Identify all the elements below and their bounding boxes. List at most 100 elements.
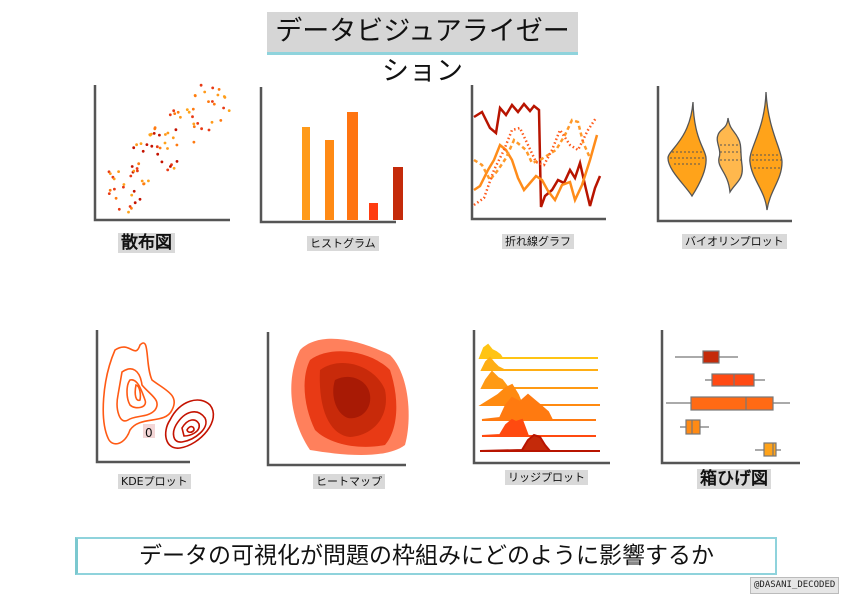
scatter-dot (207, 100, 210, 103)
histogram-bars (302, 112, 403, 220)
scatter-dot (203, 90, 207, 94)
scatter-dot (191, 107, 195, 111)
scatter-dot (207, 128, 211, 132)
scatter-dot (172, 166, 176, 170)
scatter-dot (174, 128, 178, 132)
scatter-dot (141, 149, 145, 153)
line-series (473, 102, 602, 208)
heatmap-blob (291, 338, 409, 455)
scatter-dot (153, 127, 157, 131)
scatter-dot (166, 147, 169, 150)
scatter-dot (107, 192, 111, 196)
scatter-dot (160, 160, 164, 164)
scatter-dot (179, 115, 182, 119)
scatter-dot (114, 196, 118, 200)
scatter-dot (117, 207, 121, 211)
page-title: データビジュアライゼーション (267, 12, 578, 87)
scatter-dot (173, 112, 177, 115)
scatter-dot (193, 94, 197, 98)
scatter-dot (145, 143, 149, 147)
scatter-dot (175, 160, 179, 163)
scatter-dot (132, 146, 136, 150)
scatter-dot (150, 144, 154, 148)
scatter-dot (139, 142, 143, 146)
scatter-dot (211, 100, 214, 103)
scatter-dot (155, 145, 159, 149)
scatter-dot (132, 189, 136, 193)
scatter-dot (133, 201, 137, 205)
scatter-dot (117, 170, 120, 174)
scatter-dot (164, 133, 167, 136)
scatter-dot (187, 110, 191, 114)
scatter-dot (169, 165, 172, 168)
label-heatmap: ヒートマップ (313, 474, 385, 489)
scatter-dot (113, 187, 116, 191)
scatter-dot (152, 132, 156, 135)
scatter-dot (158, 133, 161, 137)
scatter-dot (210, 120, 214, 124)
label-violin: バイオリンプロット (682, 234, 787, 249)
scatter-dot (191, 115, 194, 119)
scatter-dot (130, 193, 134, 197)
scatter-dot (147, 179, 150, 183)
scatter-dot (172, 109, 176, 113)
ridge-plot (478, 343, 600, 452)
label-histogram: ヒストグラム (307, 236, 379, 251)
scatter-dot (129, 174, 133, 178)
scatter-dot (130, 165, 134, 168)
axes (93, 85, 800, 467)
scatter-dot (175, 143, 179, 147)
scatter-dot (135, 143, 139, 147)
scatter-dot (142, 182, 146, 186)
violins (667, 91, 783, 211)
scatter-dot (217, 88, 221, 91)
scatter-dot (200, 127, 204, 131)
scatter-dot (192, 140, 196, 144)
scatter-dot (171, 136, 175, 140)
scatter-dot (227, 109, 231, 112)
scatter-dot (122, 183, 126, 186)
scatter-dot (138, 197, 142, 201)
kde-contours (102, 342, 215, 449)
box-plots (666, 350, 790, 457)
scatter-dot (140, 179, 144, 183)
scatter-dot (122, 185, 125, 189)
scatter-dot (166, 168, 170, 172)
scatter-dot (148, 133, 152, 137)
scatter-dot (211, 86, 215, 90)
scatter-dot (216, 93, 220, 97)
scatter-dot (192, 122, 196, 126)
scatter-dot (199, 83, 203, 87)
scatter-dots (107, 83, 231, 214)
label-ridge: リッジプロット (505, 470, 588, 485)
scatter-dot (192, 125, 196, 129)
label-scatter: 散布図 (118, 233, 175, 253)
scatter-dot (137, 162, 141, 166)
label-kde: KDEプロット (118, 474, 191, 489)
scatter-dot (196, 122, 200, 125)
scatter-dot (132, 169, 136, 173)
scatter-dot (176, 110, 180, 114)
scatter-dot (168, 113, 172, 117)
scatter-dot (166, 131, 170, 135)
scatter-dot (156, 152, 160, 156)
scatter-dot (135, 167, 139, 170)
kde-marker: 0 (145, 426, 153, 440)
label-boxplot: 箱ひげ図 (697, 469, 771, 489)
credit: @DASANI_DECODED (750, 577, 840, 594)
scatter-dot (222, 106, 226, 110)
scatter-dot (212, 102, 216, 106)
scatter-dot (163, 141, 167, 145)
scatter-dot (136, 169, 139, 173)
scatter-dot (130, 206, 133, 210)
scatter-dot (127, 210, 130, 214)
scatter-dot (108, 188, 112, 192)
scatter-dot (112, 177, 116, 181)
caption: データの可視化が問題の枠組みにどのように影響するか (75, 537, 777, 575)
kde-marker-bg (143, 424, 155, 438)
label-line: 折れ線グラフ (502, 234, 574, 249)
scatter-dot (158, 146, 162, 150)
scatter-dot (185, 108, 189, 111)
scatter-dot (108, 172, 112, 176)
